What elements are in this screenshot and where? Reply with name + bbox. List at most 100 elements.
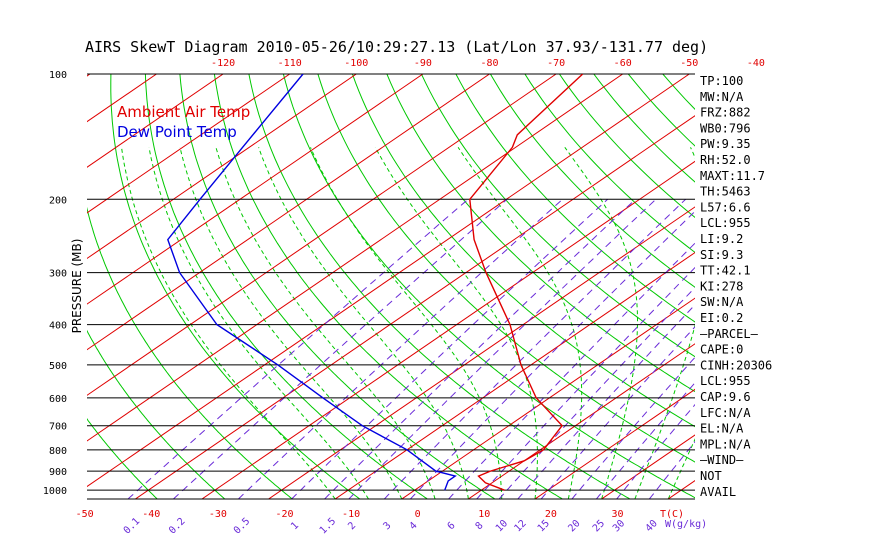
bottom-temp-tick-label: 10: [478, 509, 490, 520]
bottom-temp-tick-label: -40: [142, 509, 160, 520]
dry-adiabat-line: [455, 74, 695, 323]
mixing-ratio-tick-label: 0.2: [167, 516, 188, 537]
dry-adiabat-line: [351, 74, 695, 428]
temperature-unit-label: T(C): [660, 509, 684, 520]
dry-adiabat-line: [524, 74, 695, 254]
isotherm-line: [87, 74, 690, 488]
index-item: —WIND—: [700, 453, 744, 467]
index-item: SI:9.3: [700, 248, 743, 262]
pressure-tick-labels: 100 200 300 400 500 600 700 800 900 1000: [43, 70, 67, 497]
top-temp-tick-label: -40: [747, 58, 765, 69]
pressure-tick-label: 600: [49, 394, 67, 405]
mixing-ratio-tick-label: 12: [512, 518, 528, 534]
isotherm-line: [534, 388, 695, 499]
isotherm-line: [732, 74, 870, 501]
index-item: KI:278: [700, 279, 743, 293]
isotherm-line: [467, 343, 695, 499]
dry-adiabat-line: [662, 74, 695, 110]
top-temp-tick-label: -80: [480, 58, 498, 69]
series-line: [469, 74, 584, 491]
isotherm-line: [87, 74, 623, 442]
mixing-ratio-line: [127, 198, 469, 499]
y-axis-label: PRESSURE (MB): [70, 239, 84, 334]
chart-title: AIRS SkewT Diagram 2010-05-26/10:29:27.1…: [85, 38, 708, 56]
top-temp-tick-label: -50: [680, 58, 698, 69]
index-item: NOT: [700, 469, 722, 483]
index-item: TT:42.1: [700, 264, 751, 278]
index-item: CAPE:0: [700, 343, 743, 357]
isobars: [87, 73, 695, 500]
mixing-ratio-line: [324, 198, 636, 499]
mixing-ratio-tick-label: 3: [382, 520, 394, 532]
top-temp-tick-label: -90: [414, 58, 432, 69]
moist-adiabat-line: [457, 147, 583, 499]
mixing-ratio-tick-label: 15: [536, 518, 552, 534]
mixing-ratio-tick-label: 0.1: [122, 516, 143, 537]
pressure-tick-label: 900: [49, 467, 67, 478]
index-item: RH:52.0: [700, 153, 751, 167]
pressure-tick-label: 400: [49, 321, 67, 332]
bottom-temp-tick-label: -30: [209, 509, 227, 520]
index-item: TH:5463: [700, 185, 751, 199]
top-temp-tick-label: -100: [344, 58, 368, 69]
mixing-ratio-line: [173, 198, 508, 499]
mixing-ratio-ticks: 0.1 0.2 0.5 1 1.5 2 3 4 6 8 10 12 15 20 25 30 40: [122, 516, 660, 537]
top-temp-tick-label: -110: [278, 58, 302, 69]
isotherm-line: [87, 74, 424, 305]
dry-adiabat-line: [248, 74, 631, 499]
moist-adiabat-line: [121, 147, 336, 499]
pressure-tick-label: 300: [49, 269, 67, 280]
top-temp-tick-label: -70: [547, 58, 565, 69]
isotherm-line: [0, 74, 23, 501]
mixing-ratio-tick-label: 25: [591, 518, 607, 534]
index-item: LCL:955: [700, 216, 751, 230]
sounding-profiles: [167, 74, 584, 491]
bottom-temp-tick-label: -20: [275, 509, 293, 520]
mixing-ratio-tick-label: 6: [446, 520, 458, 532]
dry-adiabat-line: [835, 74, 870, 501]
index-item: MW:N/A: [700, 90, 744, 104]
mixing-ratio-line: [448, 242, 695, 499]
mixing-ratio-tick-label: 2: [346, 520, 358, 532]
index-item: SW:N/A: [700, 295, 744, 309]
dry-adiabat-line: [420, 74, 695, 358]
mixing-ratio-line: [596, 381, 695, 499]
dry-adiabat-line: [801, 74, 870, 501]
index-item: AVAIL: [700, 485, 736, 499]
index-item: LI:9.2: [700, 232, 743, 246]
index-item: LFC:N/A: [700, 406, 751, 420]
mixing-ratio-line: [616, 403, 695, 499]
series-line: [167, 74, 457, 491]
top-temperature-ticks: -120 -110 -100 -90 -80 -70 -60 -50 -40: [211, 58, 765, 69]
mixing-ratio-line: [383, 198, 686, 499]
dry-adiabat-line: [766, 74, 870, 501]
index-item: —PARCEL—: [700, 327, 759, 341]
mixing-ratio-line: [238, 198, 563, 499]
bottom-temp-tick-label: 30: [611, 509, 623, 520]
dry-adiabat-line: [489, 74, 695, 288]
index-item: MPL:N/A: [700, 437, 751, 451]
mixing-ratio-tick-label: 0.5: [232, 516, 253, 537]
mixing-ratio-line: [476, 266, 695, 499]
isotherm-line: [87, 74, 357, 260]
legend-dew-point-temp: Dew Point Temp: [117, 123, 237, 141]
index-item: TP:100: [700, 74, 743, 88]
index-item: LCL:955: [700, 374, 751, 388]
dry-adiabat-line: [317, 74, 695, 463]
bottom-temp-tick-label: -50: [76, 509, 94, 520]
mixing-ratio-tick-label: 4: [408, 520, 420, 532]
isotherm-line: [334, 251, 695, 499]
mixing-ratio-line: [291, 198, 608, 499]
dry-adiabat-line: [386, 74, 695, 393]
mixing-ratio-line: [540, 326, 695, 499]
pressure-tick-label: 700: [49, 422, 67, 433]
mixing-ratio-tick-label: 1: [289, 520, 301, 532]
index-item: FRZ:882: [700, 106, 751, 120]
isotherm-line: [799, 74, 870, 501]
isotherm-line: [201, 160, 695, 499]
isotherm-line: [87, 74, 224, 168]
mixing-ratio-line: [571, 356, 695, 499]
index-item: PW:9.35: [700, 137, 751, 151]
bottom-temp-tick-label: 20: [545, 509, 557, 520]
